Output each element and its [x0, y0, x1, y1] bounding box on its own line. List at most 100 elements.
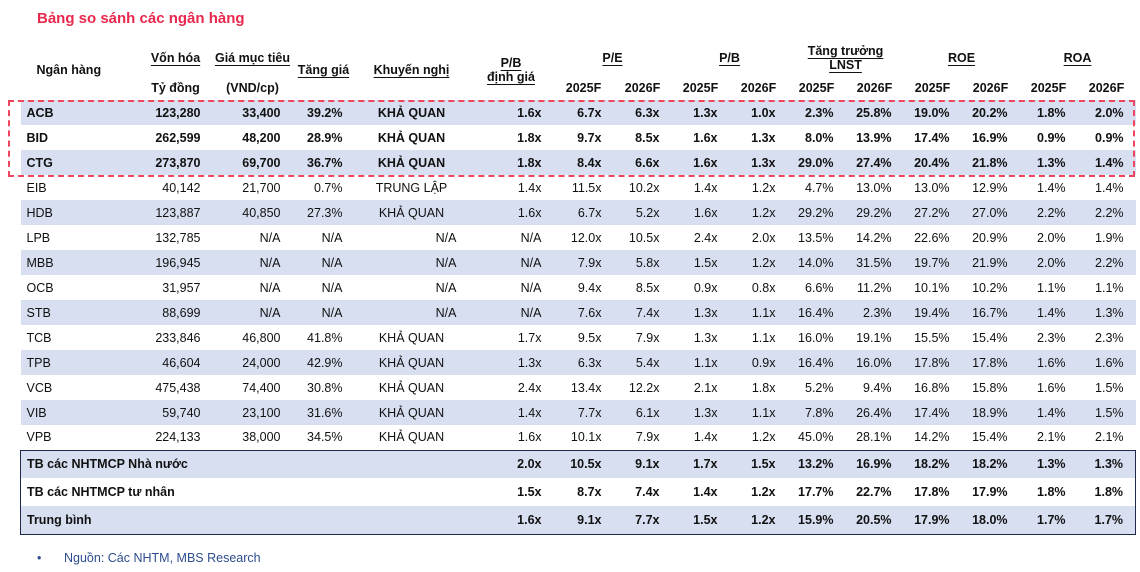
- recommendation-label: Khuyến nghị: [373, 63, 450, 77]
- table-summary: TB các NHTMCP Nhà nước 2.0x 10.5x 9.1x 1.7x 1…: [20, 449, 1137, 535]
- cell-market_cap: 196,945: [138, 250, 213, 275]
- cell-roa_2025: 1.8%: [1037, 485, 1066, 499]
- cell-pe_2026: 8.5x: [635, 280, 660, 295]
- cell-roa_2025: 1.7%: [1019, 506, 1078, 535]
- cell-upside: 36.7%: [292, 150, 355, 175]
- cell-upside: N/A: [292, 300, 355, 325]
- cell-upside: 41.8%: [307, 330, 343, 345]
- cell-lnst_2026: 29.2%: [845, 200, 904, 225]
- cell-upside: 30.8%: [307, 380, 343, 395]
- col-subheader-pb-year: 2025F: [682, 81, 719, 95]
- table-row-OCB: OCB 31,957 N/A N/A N/A N/A 9.4x 8.5x 0.9x 0.8x 6.6…: [21, 275, 1136, 300]
- cell-pb_2026: 1.0x: [729, 100, 788, 125]
- cell-target_price: 23,100: [212, 400, 293, 425]
- cell-lnst_2025: 29.2%: [787, 200, 846, 225]
- cell-lnst_2026: 22.7%: [856, 485, 892, 499]
- cell-pb_2026: 1.1x: [729, 300, 788, 325]
- cell-pb_2026: 1.2x: [751, 180, 776, 195]
- cell-lnst_2026: 28.1%: [856, 430, 892, 445]
- cell-pe_2026: 10.2x: [628, 180, 660, 195]
- cell-roe_2026: 15.4%: [972, 330, 1008, 345]
- cell-roe_2025: 19.0%: [903, 100, 962, 125]
- cell-target_price: N/A: [259, 230, 281, 245]
- col-header-target-price: Giá mục tiêu: [213, 40, 293, 76]
- cell-target_price: 46,800: [242, 330, 281, 345]
- cell-recommendation: N/A: [354, 300, 469, 325]
- cell-pb_valuation: 1.6x: [517, 430, 542, 445]
- cell-roe_2026: 27.0%: [961, 200, 1020, 225]
- cell-pb_2025: 1.4x: [693, 430, 718, 445]
- cell-roa_2025: 1.6%: [1019, 350, 1078, 375]
- cell-roe_2025: 20.4%: [903, 150, 962, 175]
- cell-summary-label: TB các NHTMCP tư nhân: [20, 478, 469, 506]
- col-subheader-roe-year: 2025F: [914, 81, 951, 95]
- cell-pe_2025: 7.6x: [553, 300, 614, 325]
- cell-pb_2025: 1.3x: [671, 100, 730, 125]
- cell-roa_2026: 0.9%: [1095, 130, 1124, 145]
- table-row-STB: STB 88,699 N/A N/A N/A N/A 7.6x 7.4x 1.3x 1.1x 16.…: [20, 300, 1136, 325]
- table-row-VPB: VPB 224,133 38,000 34.5% KHẢ QUAN 1.6x 10.1x 7.…: [21, 425, 1136, 450]
- cell-target_price: N/A: [212, 300, 293, 325]
- cell-roe_2026: 20.2%: [961, 100, 1020, 125]
- cell-pb_2026: 2.0x: [751, 230, 776, 245]
- cell-pb_2025: 1.5x: [671, 506, 730, 535]
- cell-pb_2026: 1.2x: [729, 250, 788, 275]
- table-body: ACB 123,280 33,400 39.2% KHẢ QUAN 1.6x 6.7x 6.3…: [20, 100, 1136, 450]
- cell-lnst_2026: 25.8%: [845, 100, 904, 125]
- cell-pb_2025: 1.1x: [671, 350, 730, 375]
- cell-roa_2026: 1.1%: [1095, 280, 1124, 295]
- col-subheader-pe-year: 2025F: [565, 81, 602, 95]
- col-header-bank: Ngân hàng: [36, 63, 102, 77]
- cell-target_price: N/A: [259, 280, 281, 295]
- cell-bank: STB: [20, 300, 139, 325]
- cell-roe_2026: 17.9%: [972, 485, 1008, 499]
- cell-bank: VPB: [26, 430, 52, 445]
- cell-pe_2025: 9.7x: [577, 130, 602, 145]
- cell-recommendation: KHẢ QUAN: [378, 330, 445, 345]
- cell-roe_2025: 14.2%: [914, 430, 950, 445]
- cell-market_cap: 233,846: [155, 330, 201, 345]
- cell-roa_2026: 1.3%: [1077, 449, 1137, 478]
- cell-lnst_2025: 13.5%: [798, 230, 834, 245]
- cell-roa_2025: 1.1%: [1037, 280, 1066, 295]
- col-subheader-growth-lnst-year: 2026F: [856, 81, 893, 95]
- cell-pb_2025: 1.6x: [671, 200, 730, 225]
- cell-pb_2026: 1.2x: [751, 430, 776, 445]
- cell-pe_2025: 6.3x: [553, 350, 614, 375]
- cell-market_cap: 262,599: [155, 130, 201, 145]
- cell-roe_2025: 17.8%: [914, 485, 950, 499]
- cell-pb_valuation: 1.8x: [517, 130, 542, 145]
- cell-pb_valuation: 2.0x: [468, 449, 554, 478]
- cell-pe_2025: 6.7x: [553, 200, 614, 225]
- cell-upside: 34.5%: [307, 430, 343, 445]
- cell-summary-label: TB các NHTMCP Nhà nước: [20, 449, 469, 478]
- cell-lnst_2026: 13.0%: [856, 180, 892, 195]
- cell-lnst_2025: 45.0%: [798, 430, 834, 445]
- cell-recommendation: KHẢ QUAN: [378, 430, 445, 445]
- cell-pe_2026: 6.1x: [613, 400, 672, 425]
- cell-pb_2025: 2.4x: [693, 230, 718, 245]
- cell-pe_2025: 13.4x: [570, 380, 602, 395]
- cell-pe_2025: 7.9x: [553, 250, 614, 275]
- cell-roa_2026: 1.5%: [1095, 380, 1124, 395]
- cell-pb_valuation: 1.7x: [517, 330, 542, 345]
- cell-roa_2025: 2.0%: [1037, 230, 1066, 245]
- cell-bank: BID: [26, 130, 49, 145]
- cell-recommendation: KHẢ QUAN: [354, 200, 469, 225]
- cell-pe_2025: 6.7x: [553, 100, 614, 125]
- cell-pb_valuation: N/A: [520, 230, 542, 245]
- cell-pb_2025: 1.3x: [671, 400, 730, 425]
- cell-market_cap: 273,870: [138, 150, 213, 175]
- header-row-sub: Tỷ đồng (VND/cp) 2025F 2026F 2025F 2026F 202…: [21, 76, 1136, 100]
- cell-roe_2026: 12.9%: [972, 180, 1008, 195]
- cell-pe_2025: 10.1x: [570, 430, 602, 445]
- cell-pe_2026: 12.2x: [628, 380, 660, 395]
- cell-roe_2025: 13.0%: [914, 180, 950, 195]
- cell-bank: MBB: [20, 250, 139, 275]
- cell-bank: EIB: [26, 180, 47, 195]
- cell-recommendation: KHẢ QUAN: [354, 350, 469, 375]
- cell-recommendation: KHẢ QUAN: [354, 100, 469, 125]
- cell-pe_2025: 11.5x: [571, 180, 602, 195]
- cell-roa_2026: 1.9%: [1095, 230, 1124, 245]
- col-header-recommendation: Khuyến nghị: [355, 40, 469, 100]
